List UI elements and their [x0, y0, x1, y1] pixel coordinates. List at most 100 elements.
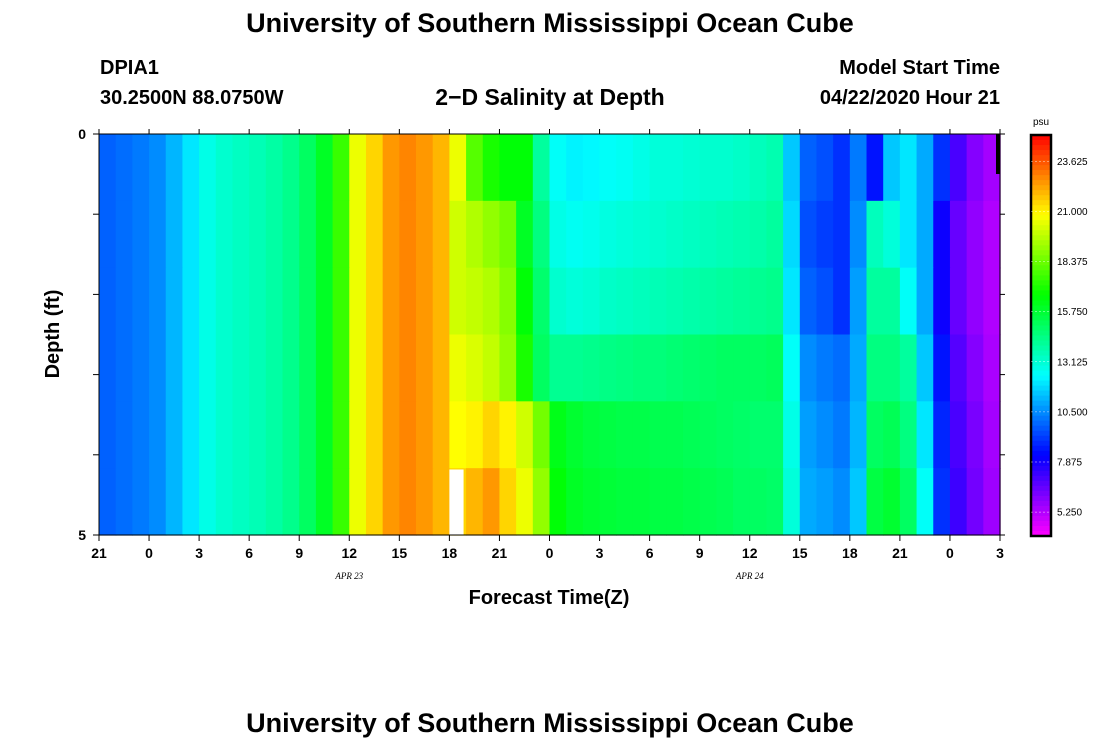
heatmap-cell [516, 468, 534, 536]
x-tick-label: 9 [696, 545, 704, 561]
heatmap-cell [766, 134, 784, 202]
heatmap-cell [566, 334, 584, 402]
heatmap-cell [632, 334, 651, 402]
x-tick-label: 9 [295, 545, 303, 561]
heatmap-cell [249, 134, 267, 202]
x-tick-label: 3 [596, 545, 604, 561]
heatmap-cell [199, 267, 217, 336]
colorbar-segment [1031, 165, 1051, 171]
heatmap-cell [566, 401, 584, 469]
colorbar-segment [1031, 450, 1051, 457]
heatmap-cell [265, 401, 284, 469]
colorbar-label: 7.875 [1057, 458, 1082, 469]
heatmap-cell [499, 468, 517, 536]
heatmap-cell [132, 200, 150, 269]
heatmap-cell [599, 468, 617, 536]
heatmap-cell [916, 468, 934, 536]
heatmap-cell [365, 267, 384, 336]
heatmap-cell [382, 334, 400, 402]
heatmap-cell [432, 468, 450, 536]
heatmap-cell [532, 134, 551, 202]
heatmap-cell [249, 267, 267, 336]
heatmap-cell [716, 200, 734, 269]
date-label: APR 23 [334, 571, 363, 581]
heatmap-cell [449, 200, 467, 269]
heatmap-cell [582, 267, 601, 336]
heatmap-cell [466, 334, 484, 402]
colorbar-segment [1031, 225, 1051, 231]
x-tick-label: 15 [792, 545, 808, 561]
heatmap-cell [783, 401, 801, 469]
colorbar-segment [1031, 500, 1051, 507]
heatmap-cell [632, 134, 651, 202]
heatmap-cell [733, 267, 751, 336]
heatmap-cell [199, 468, 217, 536]
colorbar-segment [1031, 290, 1051, 296]
heatmap-cell [866, 401, 884, 469]
heatmap-cell [499, 267, 517, 336]
heatmap-cell [816, 468, 834, 536]
heatmap-cell [983, 468, 1001, 536]
heatmap-cell [532, 468, 551, 536]
heatmap-cell [599, 200, 617, 269]
heatmap-cell [733, 200, 751, 269]
heatmap-cell [666, 401, 684, 469]
heatmap-cell [749, 200, 768, 269]
colorbar-segment [1031, 480, 1051, 487]
heatmap-cell [616, 200, 634, 269]
heatmap-cell [716, 468, 734, 536]
heatmap-cell [232, 134, 250, 202]
heatmap-cell [799, 401, 818, 469]
heatmap-cell [99, 401, 117, 469]
heatmap-cell [416, 134, 434, 202]
heatmap-cell [549, 401, 567, 469]
heatmap-cell [966, 134, 984, 202]
x-tick-label: 18 [442, 545, 458, 561]
colorbar-segment [1031, 305, 1051, 312]
heatmap-cell [466, 401, 484, 469]
heatmap-cell [783, 468, 801, 536]
heatmap-cell [516, 267, 534, 336]
heatmap-cell [365, 200, 384, 269]
plot-subtitle: 2−D Salinity at Depth [435, 84, 665, 110]
heatmap-cell [232, 468, 250, 536]
heatmap-cell [766, 334, 784, 402]
heatmap-cell [332, 267, 350, 336]
heatmap-cell [866, 200, 884, 269]
x-tick-label: 12 [742, 545, 758, 561]
colorbar-segment [1031, 345, 1051, 352]
heatmap-cell [883, 468, 901, 536]
heatmap-cell [883, 401, 901, 469]
heatmap-cell [899, 267, 918, 336]
colorbar-segment [1031, 330, 1051, 337]
heatmap-cell [365, 134, 384, 202]
colorbar-segment [1031, 405, 1051, 412]
heatmap-cell [432, 401, 450, 469]
heatmap-cell [332, 334, 350, 402]
model-start-label: Model Start Time [839, 57, 1000, 79]
heatmap-cell [666, 334, 684, 402]
heatmap-cell [799, 267, 818, 336]
colorbar-segment [1031, 265, 1051, 271]
heatmap-cell [466, 267, 484, 336]
heatmap-cell [933, 468, 951, 536]
heatmap-cell [499, 334, 517, 402]
heatmap-cell [182, 134, 200, 202]
heatmap-cell [849, 267, 868, 336]
heatmap-cell [382, 134, 400, 202]
colorbar-segment [1031, 360, 1051, 367]
heatmap-cell [833, 334, 851, 402]
heatmap-cell [816, 267, 834, 336]
heatmap-cell [115, 200, 133, 269]
heatmap-cell [783, 267, 801, 336]
heatmap-cell [933, 200, 951, 269]
heatmap-cell [549, 134, 567, 202]
heatmap-cell [165, 267, 184, 336]
colorbar-segment [1031, 160, 1051, 166]
heatmap-cell [883, 200, 901, 269]
heatmap-cell [983, 334, 1001, 402]
heatmap-cell [816, 134, 834, 202]
heatmap-cell [883, 267, 901, 336]
colorbar-segment [1031, 190, 1051, 196]
colorbar-segment [1031, 400, 1051, 407]
